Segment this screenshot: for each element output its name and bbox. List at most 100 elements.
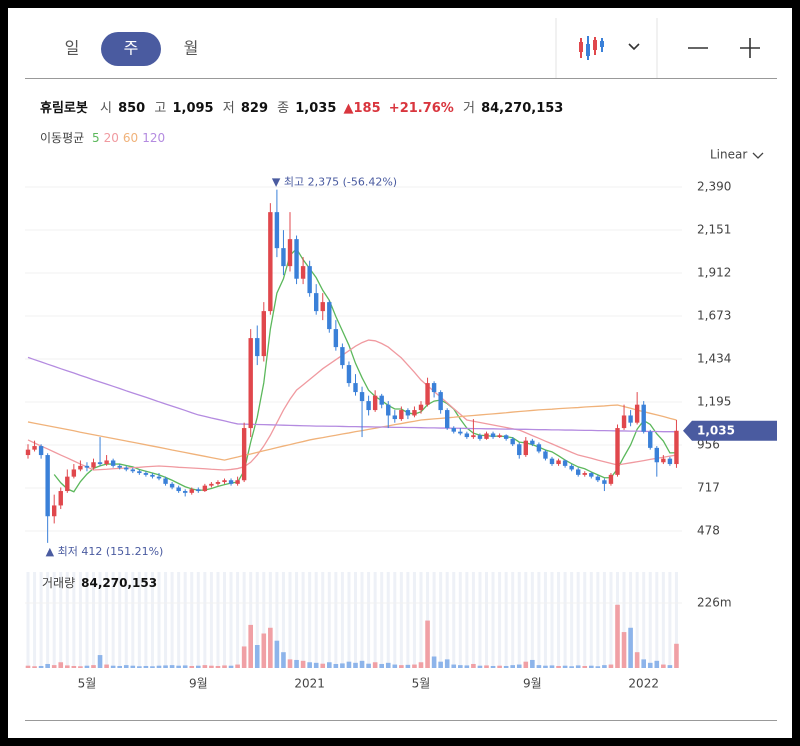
candle-body [674,430,679,465]
y-tick-label: 2,151 [697,222,731,236]
ma-legend: 이동평균 5 20 60 120 [40,131,165,145]
volume-bar [340,663,345,668]
volume-bar [58,662,64,668]
candle-body [189,489,194,493]
candle-body [359,392,365,402]
candle-body [281,248,286,267]
quote-info: 휴림로봇 시 850 고 1,095 저 829 종 1,035 ▲185 +2… [40,100,563,116]
zoom-in[interactable] [740,38,760,58]
candle-body [124,467,129,470]
candle-body [287,239,293,267]
volume-bar [353,662,358,668]
x-tick-label: 2021 [294,677,325,691]
change: ▲185 [344,101,381,116]
candle-body [150,474,155,477]
candle-body [38,446,44,456]
candle-body [536,444,542,452]
candle-body [45,455,50,517]
candle-body [392,415,397,420]
candle-body [615,428,620,475]
volume-bar [530,659,535,668]
volume-bar [399,665,404,668]
candle-body [628,415,633,423]
volume-bar [261,633,267,668]
volume-bar [595,666,601,668]
value: 829 [241,101,268,116]
scale-select[interactable]: Linear [710,148,747,162]
candle-body [431,383,437,393]
candle-body [71,469,77,477]
high-annotation: ▼ 최고 2,375 (-56.42%) [272,176,397,189]
stock-name: 휴림로봇 [40,100,88,116]
scale-chevron[interactable] [752,152,764,159]
value: 850 [118,101,145,116]
value: 1,095 [172,101,213,116]
chart-type-icon[interactable] [579,36,604,60]
volume-bar [150,666,155,668]
volume-bar [123,665,129,668]
candle-body [137,471,142,474]
volume-bar [222,665,227,668]
x-tick-label: 9월 [189,677,208,691]
candle-body [294,239,299,279]
volume-bar [471,663,476,668]
volume-bar [228,665,234,668]
ma-line [27,339,677,471]
volume-bar [569,666,574,668]
candle-body [222,480,227,483]
volume-bar [575,665,581,668]
candle-body [202,485,208,492]
candle-body [248,338,253,429]
volume-bar [458,665,463,668]
change-pct: +21.76% [389,101,454,116]
volume-bar [307,662,312,668]
candle-body [556,460,561,465]
candle-body [477,435,483,439]
y-tick-label: 1,434 [697,351,731,365]
legend-entry: 20 [104,131,119,145]
y-tick-label: 478 [697,523,720,537]
volume-bar [484,665,489,668]
dropdown-chevron[interactable] [628,43,640,51]
candle-body [169,483,175,488]
x-tick-label: 5월 [78,677,97,691]
volume-bar [589,665,594,668]
volume-bar [536,665,542,668]
volume-bar [202,665,208,668]
candle-body [163,478,168,484]
candle-body [314,293,319,312]
label: 거 [463,101,475,116]
ma-title: 이동평균 [40,131,84,145]
last-price-label: 1,035 [697,423,735,437]
candle-body [412,410,417,416]
volume-bar [143,665,149,668]
candle-body [523,440,528,456]
candle-body [562,460,568,466]
volume-bar [510,665,515,668]
candle-body [490,433,496,438]
volume-bar [189,665,195,668]
candle-body [569,465,574,470]
volume-bar [608,664,614,668]
tab-day[interactable]: 일 [65,39,80,58]
candle-body [117,465,122,468]
tab-week[interactable]: 주 [124,39,139,58]
volume-bar [169,665,175,668]
volume-bar [490,665,496,668]
tab-month[interactable]: 월 [184,39,199,58]
volume-bar [313,662,319,668]
candle-body [353,383,358,393]
volume-bar [503,665,509,668]
volume-bar [385,662,391,668]
candle-body [621,415,627,429]
y-tick-label: 717 [697,480,720,494]
legend-entry: 5 [92,131,100,145]
volume-bar [104,664,109,668]
candle-body [608,474,614,484]
candle-body [602,480,607,484]
candle-body [517,444,522,456]
volume-bar [235,664,240,668]
candle-body [503,435,509,439]
tab-selected-bg[interactable] [101,32,161,66]
